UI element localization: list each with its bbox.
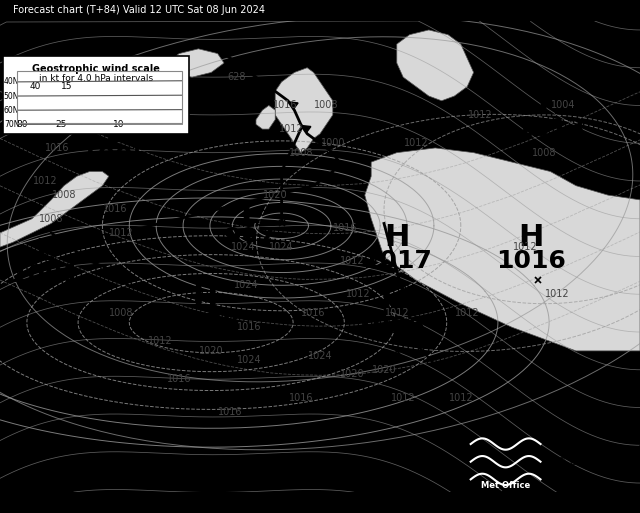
- Polygon shape: [166, 49, 224, 77]
- Text: 1012: 1012: [468, 110, 492, 120]
- Polygon shape: [54, 234, 62, 240]
- Text: L: L: [106, 120, 125, 148]
- Text: in kt for 4.0 hPa intervals: in kt for 4.0 hPa intervals: [39, 74, 153, 83]
- Text: metoffice.gov.uk: metoffice.gov.uk: [557, 445, 640, 455]
- Text: 1005: 1005: [80, 145, 150, 169]
- Text: 1016: 1016: [167, 374, 191, 384]
- Text: 50N: 50N: [4, 91, 19, 101]
- Text: L: L: [381, 289, 400, 318]
- Text: Met Office: Met Office: [481, 481, 530, 490]
- Text: 1016: 1016: [496, 249, 566, 273]
- Text: 1024: 1024: [234, 280, 259, 290]
- Text: 1012: 1012: [455, 308, 479, 318]
- Polygon shape: [262, 80, 271, 87]
- Text: 1016: 1016: [218, 407, 243, 417]
- Text: 1004: 1004: [551, 101, 575, 110]
- Text: 1008: 1008: [109, 308, 134, 318]
- Polygon shape: [365, 148, 640, 351]
- Text: H: H: [518, 223, 544, 252]
- Polygon shape: [106, 267, 113, 273]
- Text: 1012: 1012: [545, 289, 569, 299]
- Text: 40N: 40N: [4, 77, 19, 86]
- Text: 1017: 1017: [362, 249, 432, 273]
- Text: 1008: 1008: [289, 148, 313, 157]
- Text: 1012: 1012: [148, 337, 172, 346]
- Text: © Crown Copyright: © Crown Copyright: [557, 457, 640, 467]
- Text: 1006: 1006: [355, 315, 426, 339]
- Text: H: H: [538, 91, 563, 120]
- Text: 15: 15: [61, 82, 73, 91]
- Text: 1012: 1012: [404, 138, 428, 148]
- Bar: [17, 71, 182, 124]
- Text: 1008: 1008: [52, 190, 76, 200]
- Text: 1016: 1016: [103, 204, 127, 214]
- Text: 1028: 1028: [170, 310, 239, 334]
- Text: 1020: 1020: [340, 369, 364, 380]
- Text: 1012: 1012: [33, 176, 57, 186]
- Polygon shape: [275, 68, 333, 153]
- Polygon shape: [333, 163, 343, 170]
- FancyBboxPatch shape: [3, 56, 189, 134]
- Text: 1012: 1012: [279, 124, 303, 134]
- Polygon shape: [397, 30, 474, 101]
- Text: 10: 10: [113, 120, 124, 129]
- Text: 628: 628: [228, 72, 246, 82]
- Polygon shape: [67, 244, 75, 249]
- Text: 997: 997: [223, 226, 276, 250]
- Text: 1016: 1016: [289, 393, 313, 403]
- Text: 1016: 1016: [237, 322, 262, 332]
- Text: 1012: 1012: [513, 242, 537, 252]
- Polygon shape: [0, 171, 109, 247]
- Text: 1024: 1024: [269, 242, 294, 252]
- Text: H: H: [192, 285, 218, 313]
- Text: 1012: 1012: [340, 256, 364, 266]
- Text: 70N: 70N: [4, 120, 19, 129]
- Text: 1008: 1008: [532, 148, 556, 157]
- Text: 1012: 1012: [109, 228, 134, 238]
- Text: 60N: 60N: [4, 106, 19, 115]
- Text: 1016: 1016: [45, 143, 70, 153]
- Polygon shape: [118, 277, 126, 283]
- Polygon shape: [301, 126, 311, 133]
- Text: 1016: 1016: [301, 308, 326, 318]
- Text: L: L: [35, 238, 54, 266]
- Text: L: L: [240, 200, 259, 228]
- Text: 1001: 1001: [10, 263, 80, 287]
- Text: H: H: [384, 223, 410, 252]
- Text: 1012: 1012: [449, 393, 473, 403]
- Polygon shape: [323, 144, 332, 151]
- Text: 80: 80: [17, 120, 28, 129]
- Polygon shape: [92, 260, 100, 265]
- Polygon shape: [289, 102, 298, 109]
- Text: 1016: 1016: [333, 223, 358, 233]
- Text: 1016: 1016: [273, 101, 297, 110]
- Text: 1020: 1020: [263, 190, 287, 200]
- Text: 1012: 1012: [385, 308, 409, 318]
- Text: 1024: 1024: [308, 350, 332, 361]
- Text: 1008: 1008: [39, 214, 63, 224]
- Text: Geostrophic wind scale: Geostrophic wind scale: [32, 65, 160, 74]
- Text: 40: 40: [29, 82, 41, 91]
- Text: 1012: 1012: [391, 393, 415, 403]
- Text: 1020: 1020: [372, 365, 396, 375]
- Text: Forecast chart (T+84) Valid 12 UTC Sat 08 Jun 2024: Forecast chart (T+84) Valid 12 UTC Sat 0…: [13, 5, 265, 15]
- Polygon shape: [80, 253, 88, 259]
- Text: 1008: 1008: [314, 101, 339, 110]
- Text: 1024: 1024: [231, 242, 255, 252]
- Text: 1013: 1013: [515, 117, 586, 141]
- Text: 1012: 1012: [346, 289, 371, 299]
- Polygon shape: [227, 54, 236, 61]
- Text: 1000: 1000: [321, 138, 345, 148]
- Text: 1020: 1020: [199, 346, 223, 356]
- Polygon shape: [256, 106, 275, 129]
- Text: 1024: 1024: [237, 356, 262, 365]
- Text: 25: 25: [55, 120, 67, 129]
